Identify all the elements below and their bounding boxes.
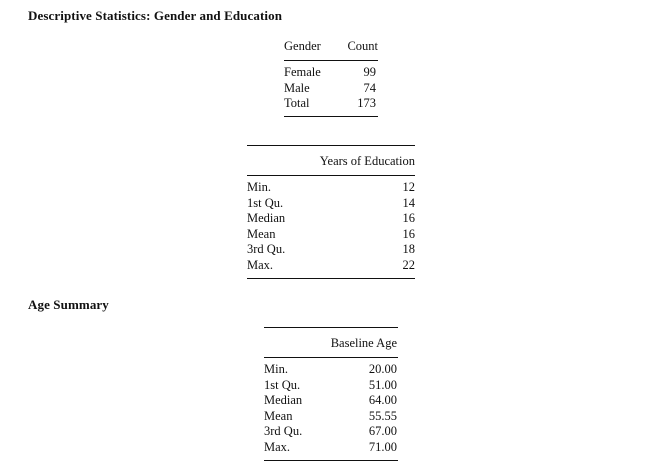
table-row: Median 16 bbox=[247, 211, 415, 227]
row-value: 74 bbox=[363, 80, 377, 95]
table-row: Female 99 bbox=[284, 65, 378, 81]
row-label: Min. bbox=[247, 180, 271, 194]
section-title-gender-education: Descriptive Statistics: Gender and Educa… bbox=[28, 8, 283, 23]
row-value: 64.00 bbox=[368, 393, 397, 408]
row-value: 71.00 bbox=[368, 439, 397, 454]
row-label: Mean bbox=[247, 226, 276, 241]
table-row: Male 74 bbox=[284, 81, 378, 97]
table-row: 3rd Qu. 67.00 bbox=[264, 424, 398, 440]
row-value: 12 bbox=[402, 180, 416, 194]
table-row: 3rd Qu. 18 bbox=[247, 242, 415, 258]
bottom-rule bbox=[247, 277, 415, 279]
row-label: Median bbox=[247, 211, 286, 226]
row-label: Max. bbox=[264, 439, 291, 454]
age-table: Baseline Age Min. 20.00 1st Qu. 51.00 Me… bbox=[264, 327, 398, 461]
row-value: 20.00 bbox=[368, 362, 397, 376]
row-value: 14 bbox=[402, 195, 416, 210]
bottom-rule bbox=[264, 459, 398, 461]
header-rule bbox=[264, 357, 398, 358]
education-table-header: Years of Education bbox=[247, 153, 415, 169]
gender-table: Gender Count Female 99 Male 74 Total 173 bbox=[284, 38, 378, 117]
table-row: Median 64.00 bbox=[264, 393, 398, 409]
row-label: 1st Qu. bbox=[247, 195, 284, 210]
table-row: Min. 20.00 bbox=[264, 362, 398, 378]
row-label: Median bbox=[264, 393, 303, 408]
table-row: Max. 22 bbox=[247, 258, 415, 274]
row-label: 3rd Qu. bbox=[247, 242, 286, 257]
row-label: Min. bbox=[264, 362, 288, 376]
section-title-age-summary: Age Summary bbox=[28, 297, 109, 312]
gender-header: Gender bbox=[284, 39, 321, 53]
row-label: Mean bbox=[264, 408, 293, 423]
table-row: 1st Qu. 14 bbox=[247, 196, 415, 212]
row-value: 18 bbox=[402, 242, 416, 257]
table-row: Mean 55.55 bbox=[264, 409, 398, 425]
table-row: Max. 71.00 bbox=[264, 440, 398, 456]
row-value: 22 bbox=[402, 257, 416, 272]
row-label: Total bbox=[284, 96, 310, 111]
top-rule bbox=[247, 145, 415, 146]
table-row: Min. 12 bbox=[247, 180, 415, 196]
education-table: Years of Education Min. 12 1st Qu. 14 Me… bbox=[247, 145, 415, 279]
table-row: Total 173 bbox=[284, 96, 378, 112]
years-of-education-header: Years of Education bbox=[319, 154, 415, 168]
age-table-header: Baseline Age bbox=[264, 335, 398, 351]
baseline-age-header: Baseline Age bbox=[330, 336, 397, 350]
row-label: Max. bbox=[247, 257, 274, 272]
header-rule bbox=[247, 175, 415, 176]
row-value: 51.00 bbox=[368, 377, 397, 392]
count-header: Count bbox=[347, 39, 378, 53]
row-value: 67.00 bbox=[368, 424, 397, 439]
row-value: 16 bbox=[402, 211, 416, 226]
row-value: 99 bbox=[363, 65, 377, 79]
row-label: 3rd Qu. bbox=[264, 424, 303, 439]
row-value: 55.55 bbox=[368, 408, 397, 423]
table-row: 1st Qu. 51.00 bbox=[264, 378, 398, 394]
gender-table-header: Gender Count bbox=[284, 38, 378, 54]
row-label: Male bbox=[284, 80, 310, 95]
row-value: 173 bbox=[357, 96, 376, 111]
bottom-rule bbox=[284, 115, 378, 117]
table-row: Mean 16 bbox=[247, 227, 415, 243]
row-value: 16 bbox=[402, 226, 416, 241]
header-rule bbox=[284, 60, 378, 61]
top-rule bbox=[264, 327, 398, 328]
row-label: 1st Qu. bbox=[264, 377, 301, 392]
row-label: Female bbox=[284, 65, 321, 79]
